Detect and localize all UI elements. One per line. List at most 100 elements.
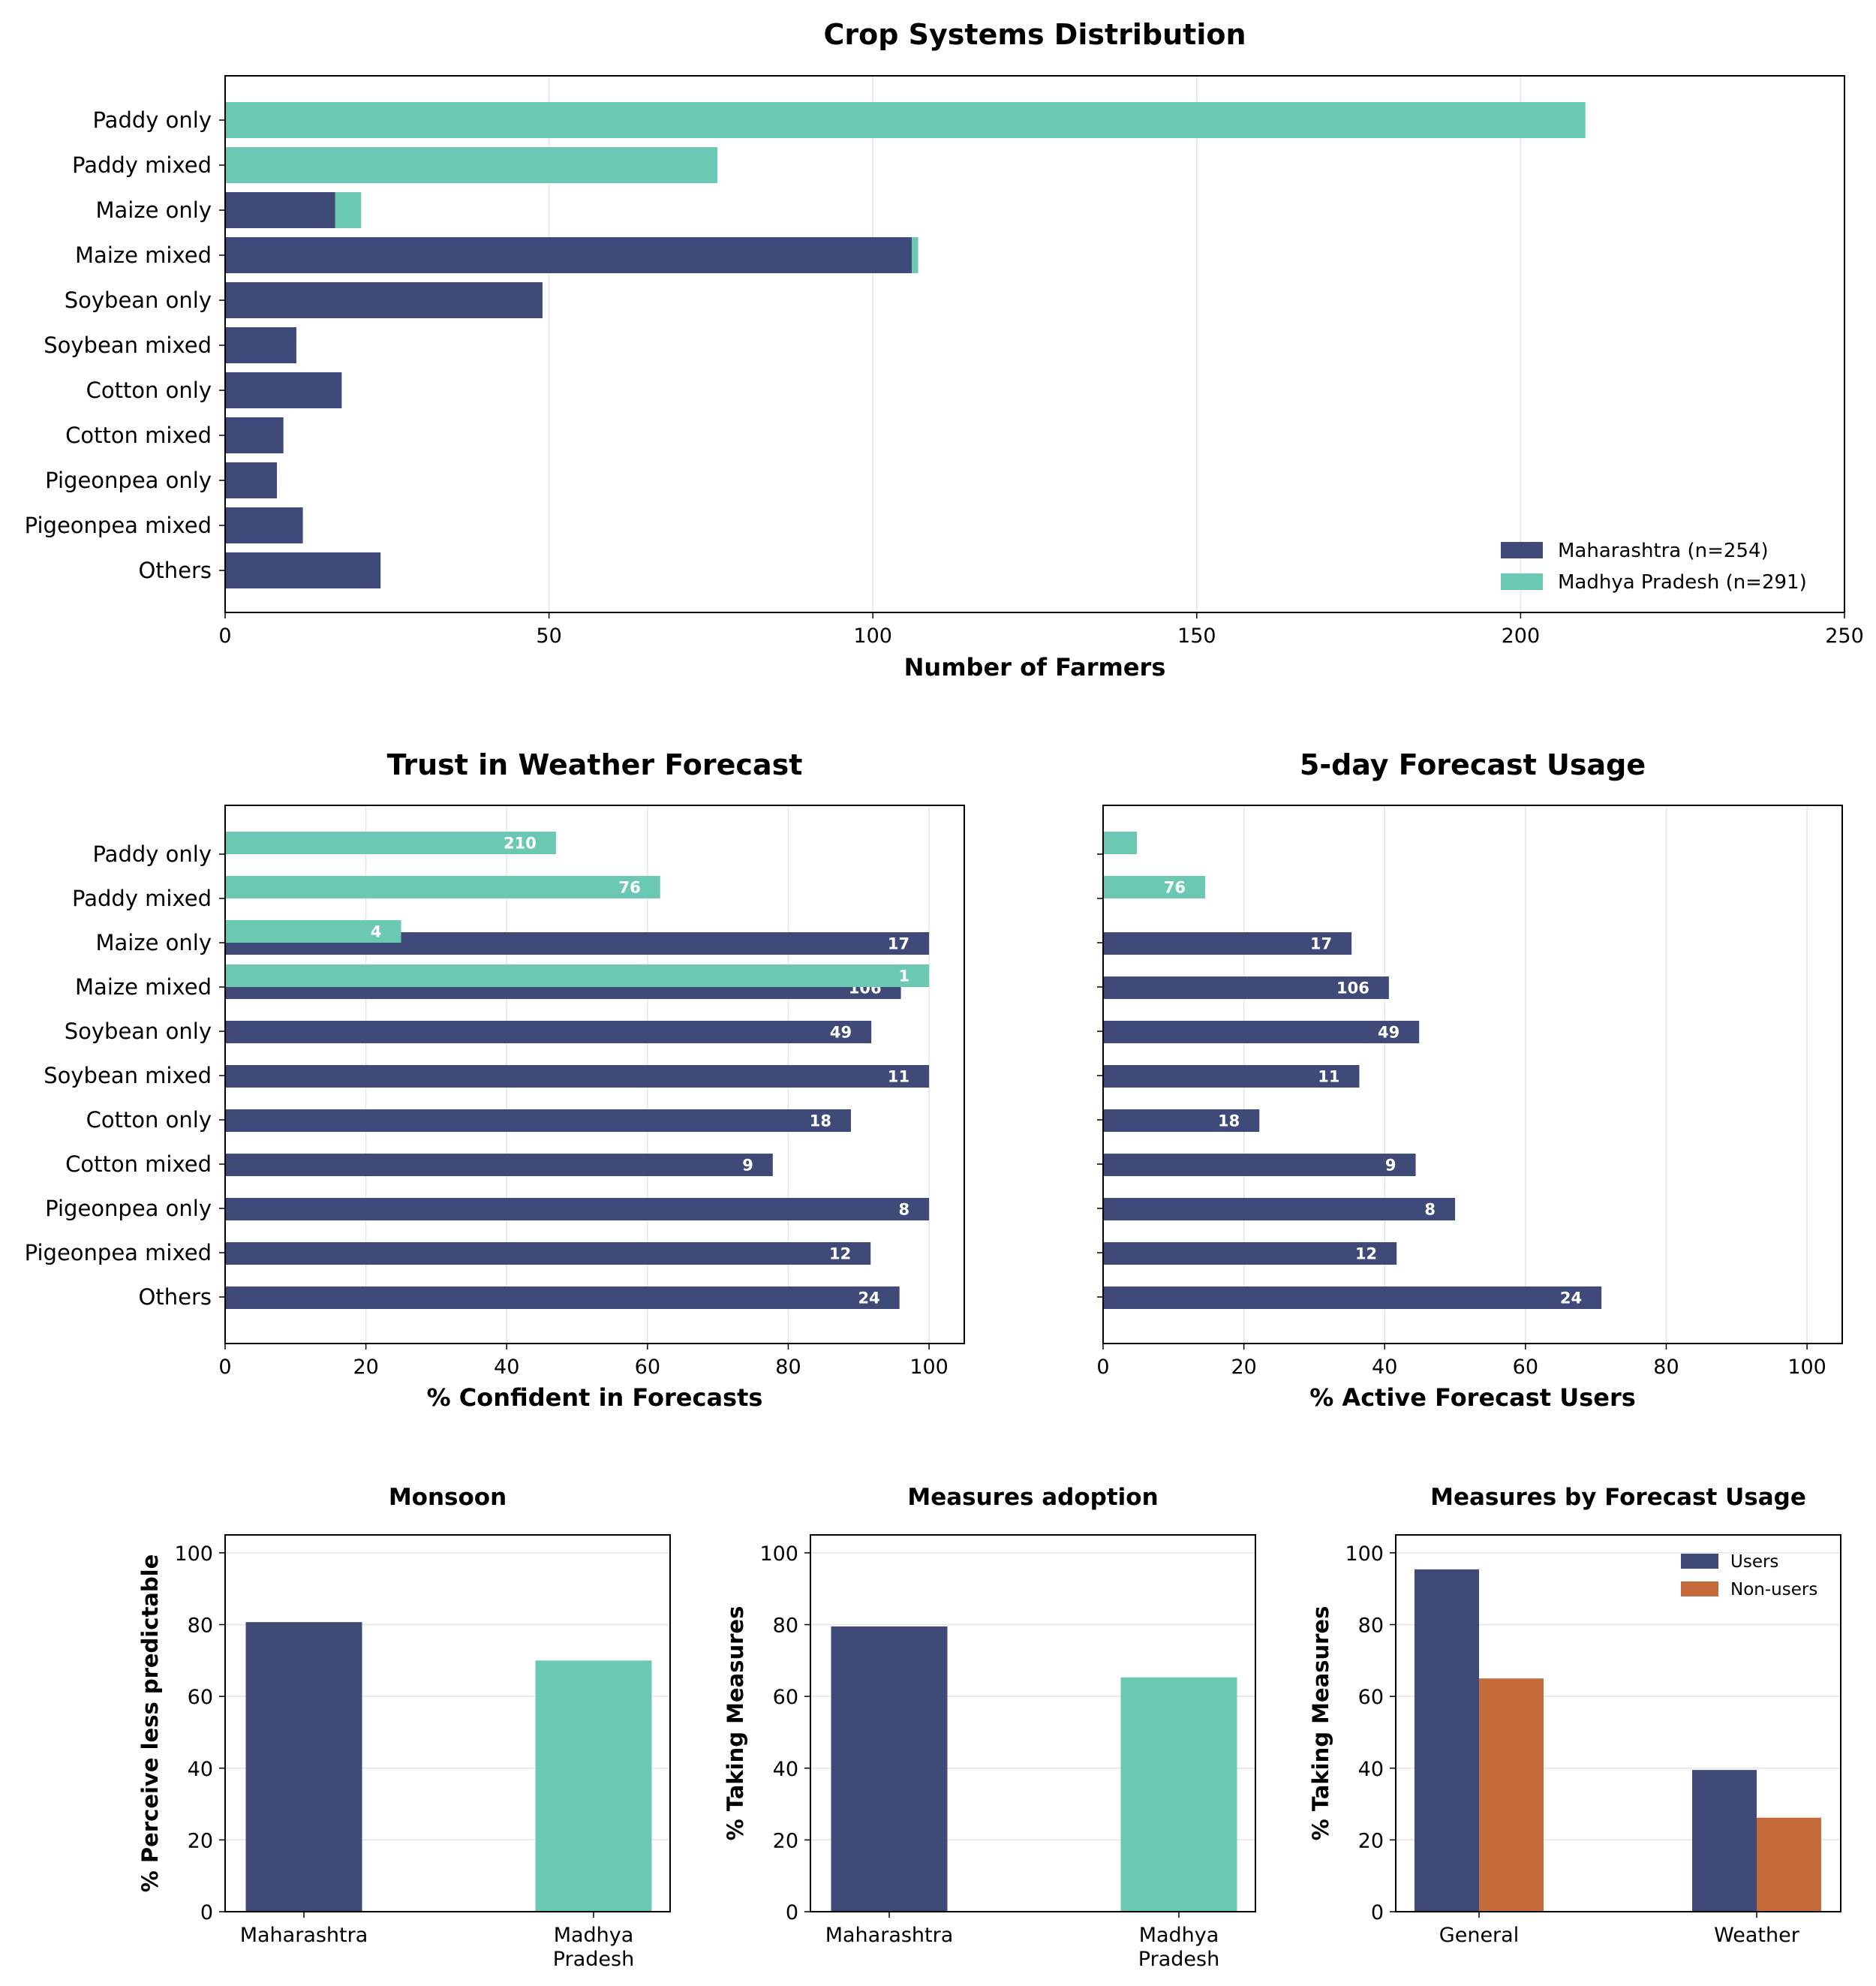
chart-title: Measures adoption bbox=[907, 1484, 1158, 1511]
bar-maharashtra bbox=[225, 282, 543, 318]
data-label: 24 bbox=[1560, 1289, 1582, 1307]
y-tick-label: 60 bbox=[1358, 1686, 1384, 1709]
bar-maharashtra bbox=[1103, 1065, 1360, 1088]
bar-madhya-pradesh bbox=[225, 147, 718, 183]
bar-maharashtra bbox=[1103, 1286, 1602, 1309]
bar-users bbox=[1692, 1770, 1757, 1912]
y-tick-label: Maize mixed bbox=[75, 974, 212, 1000]
y-tick-label: Pigeonpea mixed bbox=[25, 1240, 212, 1265]
x-tick-label: Madhya Pradesh bbox=[1138, 1924, 1219, 1971]
x-tick-label: 150 bbox=[1177, 624, 1216, 648]
plot-frame bbox=[224, 805, 965, 1344]
bar-madhya-pradesh bbox=[335, 192, 362, 228]
data-label: 8 bbox=[1424, 1201, 1436, 1219]
bar-madhya-pradesh bbox=[1103, 876, 1206, 898]
bar-maharashtra bbox=[225, 462, 278, 498]
y-tick-label: 40 bbox=[1358, 1758, 1384, 1781]
data-label: 9 bbox=[1385, 1157, 1396, 1175]
x-tick-label: 80 bbox=[1653, 1356, 1679, 1379]
data-label: 49 bbox=[1378, 1024, 1399, 1042]
legend-swatch-users bbox=[1681, 1554, 1718, 1569]
y-tick-label: 20 bbox=[188, 1829, 213, 1852]
y-tick-label: Paddy only bbox=[93, 107, 212, 133]
data-label: 24 bbox=[858, 1289, 879, 1307]
y-tick-label: Pigeonpea only bbox=[45, 468, 212, 493]
data-label: 9 bbox=[742, 1157, 753, 1175]
chart-title: Monsoon bbox=[389, 1484, 507, 1511]
y-tick-label: 100 bbox=[759, 1542, 798, 1566]
y-tick-label: 60 bbox=[188, 1686, 213, 1709]
y-tick-label: Others bbox=[139, 558, 212, 583]
data-label: 11 bbox=[888, 1068, 909, 1086]
legend-label: Users bbox=[1730, 1552, 1778, 1572]
x-tick-label: 100 bbox=[909, 1356, 949, 1379]
y-tick-label: Others bbox=[139, 1284, 212, 1310]
data-label: 4 bbox=[371, 923, 382, 941]
x-tick-label: 60 bbox=[1513, 1356, 1538, 1379]
plot-frame bbox=[810, 1534, 1256, 1912]
y-tick-label: 0 bbox=[1371, 1901, 1384, 1924]
x-tick-label: Maharashtra bbox=[825, 1924, 954, 1947]
bar-maharashtra bbox=[1103, 976, 1389, 999]
data-label: 12 bbox=[829, 1245, 851, 1263]
bar-maharashtra bbox=[225, 192, 335, 228]
y-tick-label: Paddy mixed bbox=[72, 152, 212, 178]
bar-maharashtra bbox=[225, 1065, 930, 1088]
legend-label: Madhya Pradesh (n=291) bbox=[1558, 571, 1807, 594]
y-tick-label: 0 bbox=[786, 1901, 798, 1924]
bar-madhya-pradesh bbox=[225, 876, 660, 898]
y-tick-label: Maize only bbox=[96, 197, 212, 223]
data-label: 17 bbox=[888, 935, 909, 953]
bar-maharashtra bbox=[245, 1622, 362, 1912]
bar-madhya-pradesh bbox=[225, 964, 930, 987]
bar-madhya-pradesh bbox=[911, 237, 918, 273]
data-label: 17 bbox=[1310, 935, 1332, 953]
bar-non-users bbox=[1757, 1817, 1821, 1912]
y-tick-label: Paddy mixed bbox=[72, 886, 212, 911]
x-axis-label: Number of Farmers bbox=[904, 653, 1166, 682]
bar-maharashtra bbox=[225, 237, 912, 273]
bar-maharashtra bbox=[225, 417, 284, 453]
bar-madhya-pradesh bbox=[1120, 1677, 1237, 1912]
data-label: 76 bbox=[1164, 879, 1186, 897]
y-tick-label: Cotton only bbox=[86, 1107, 212, 1133]
bar-maharashtra bbox=[225, 1109, 851, 1132]
bar-maharashtra bbox=[1103, 1021, 1420, 1043]
legend-swatch-maharashtra bbox=[1501, 542, 1543, 558]
bar-maharashtra bbox=[225, 1242, 871, 1265]
x-tick-label: 0 bbox=[218, 624, 231, 648]
y-tick-label: Soybean mixed bbox=[44, 333, 212, 358]
x-axis-label: % Active Forecast Users bbox=[1309, 1383, 1636, 1412]
plot-frame bbox=[1395, 1534, 1841, 1912]
x-tick-label: 50 bbox=[536, 624, 561, 648]
y-axis-label: % Taking Measures bbox=[1308, 1606, 1333, 1841]
x-tick-label: Maharashtra bbox=[240, 1924, 368, 1947]
legend-swatch-madhya-pradesh bbox=[1501, 573, 1543, 590]
bar-maharashtra bbox=[1103, 1154, 1416, 1176]
bar-madhya-pradesh bbox=[225, 102, 1586, 138]
x-tick-label: Madhya Pradesh bbox=[553, 1924, 634, 1971]
x-tick-label: 40 bbox=[494, 1356, 519, 1379]
bar-maharashtra bbox=[225, 1198, 930, 1220]
legend-label: Maharashtra (n=254) bbox=[1558, 540, 1769, 562]
bar-maharashtra bbox=[225, 1286, 900, 1309]
y-axis-label: % Taking Measures bbox=[723, 1606, 748, 1841]
data-label: 106 bbox=[1336, 979, 1369, 998]
bar-maharashtra bbox=[1103, 1242, 1397, 1265]
data-label: 76 bbox=[619, 879, 641, 897]
x-tick-label: 0 bbox=[218, 1356, 231, 1379]
data-label: 1 bbox=[898, 967, 909, 985]
data-label: 11 bbox=[1318, 1068, 1339, 1086]
x-tick-label: 80 bbox=[775, 1356, 801, 1379]
plot-frame bbox=[1102, 805, 1843, 1344]
chart-title: 5-day Forecast Usage bbox=[1300, 748, 1646, 781]
y-tick-label: Pigeonpea only bbox=[45, 1196, 212, 1221]
legend-label: Non-users bbox=[1730, 1580, 1817, 1599]
x-tick-label: General bbox=[1439, 1924, 1519, 1947]
chart-title: Measures by Forecast Usage bbox=[1430, 1484, 1806, 1511]
bar-maharashtra bbox=[1103, 1109, 1260, 1132]
y-tick-label: Cotton mixed bbox=[65, 1151, 212, 1177]
y-tick-label: Pigeonpea mixed bbox=[25, 513, 212, 538]
bar-madhya-pradesh bbox=[1103, 832, 1138, 854]
x-tick-label: 0 bbox=[1096, 1356, 1109, 1379]
